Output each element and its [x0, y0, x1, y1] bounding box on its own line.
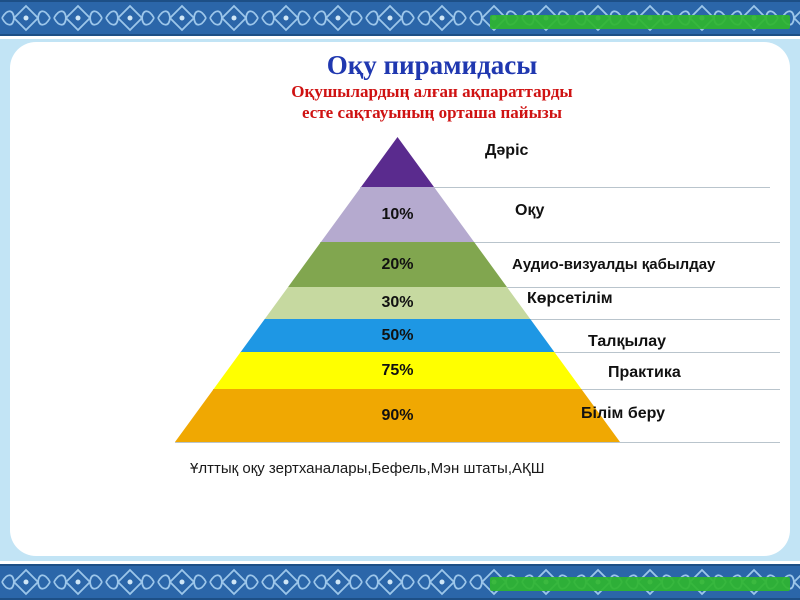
source-citation: Ұлттық оқу зертханалары,Бефель,Мэн штаты…	[190, 460, 545, 477]
retention-percent: 30%	[381, 294, 414, 311]
watermark-strip-bottom	[490, 577, 790, 591]
retention-percent: 50%	[381, 326, 414, 344]
kazakh-ornament-border-top	[0, 0, 800, 39]
slide-subtitle-line1: Оқушылардың алған ақпараттарды	[291, 82, 573, 101]
watermark-strip-top	[490, 15, 790, 29]
pyramid-level-discussion: 50%	[175, 319, 620, 352]
level-label-audiovisual: Аудио-визуалды қабылдау	[512, 256, 716, 273]
slide-subtitle-line2: есте сақтауының орташа пайызы	[302, 103, 562, 123]
level-label-demonstration: Көрсетілім	[527, 290, 613, 307]
retention-percent: 75%	[381, 361, 414, 379]
retention-percent: 90%	[381, 406, 414, 424]
level-label-teaching: Білім беру	[581, 405, 666, 422]
level-label-reading: Оқу	[515, 202, 545, 219]
level-label-practice: Практика	[608, 364, 681, 381]
leader-line	[175, 442, 780, 443]
retention-percent: 10%	[381, 205, 414, 223]
pyramid-level-reading: 10%	[175, 187, 620, 242]
retention-percent: 20%	[381, 255, 414, 273]
leader-line	[360, 187, 770, 188]
pyramid-level-practice: 75%	[175, 352, 620, 389]
pyramid-level-teaching: 90%	[175, 389, 620, 442]
leader-line	[320, 242, 780, 243]
level-label-lecture: Дәріс	[485, 142, 529, 159]
level-label-discussion: Талқылау	[588, 333, 667, 350]
pyramid-level-lecture	[175, 137, 620, 187]
slide-surface: Оқу пирамидасы Оқушылардың алған ақпарат…	[10, 42, 790, 556]
slide-heading: Оқу пирамидасы Оқушылардың алған ақпарат…	[42, 50, 800, 124]
slide-title: Оқу пирамидасы	[326, 50, 538, 80]
leader-line	[288, 287, 780, 288]
